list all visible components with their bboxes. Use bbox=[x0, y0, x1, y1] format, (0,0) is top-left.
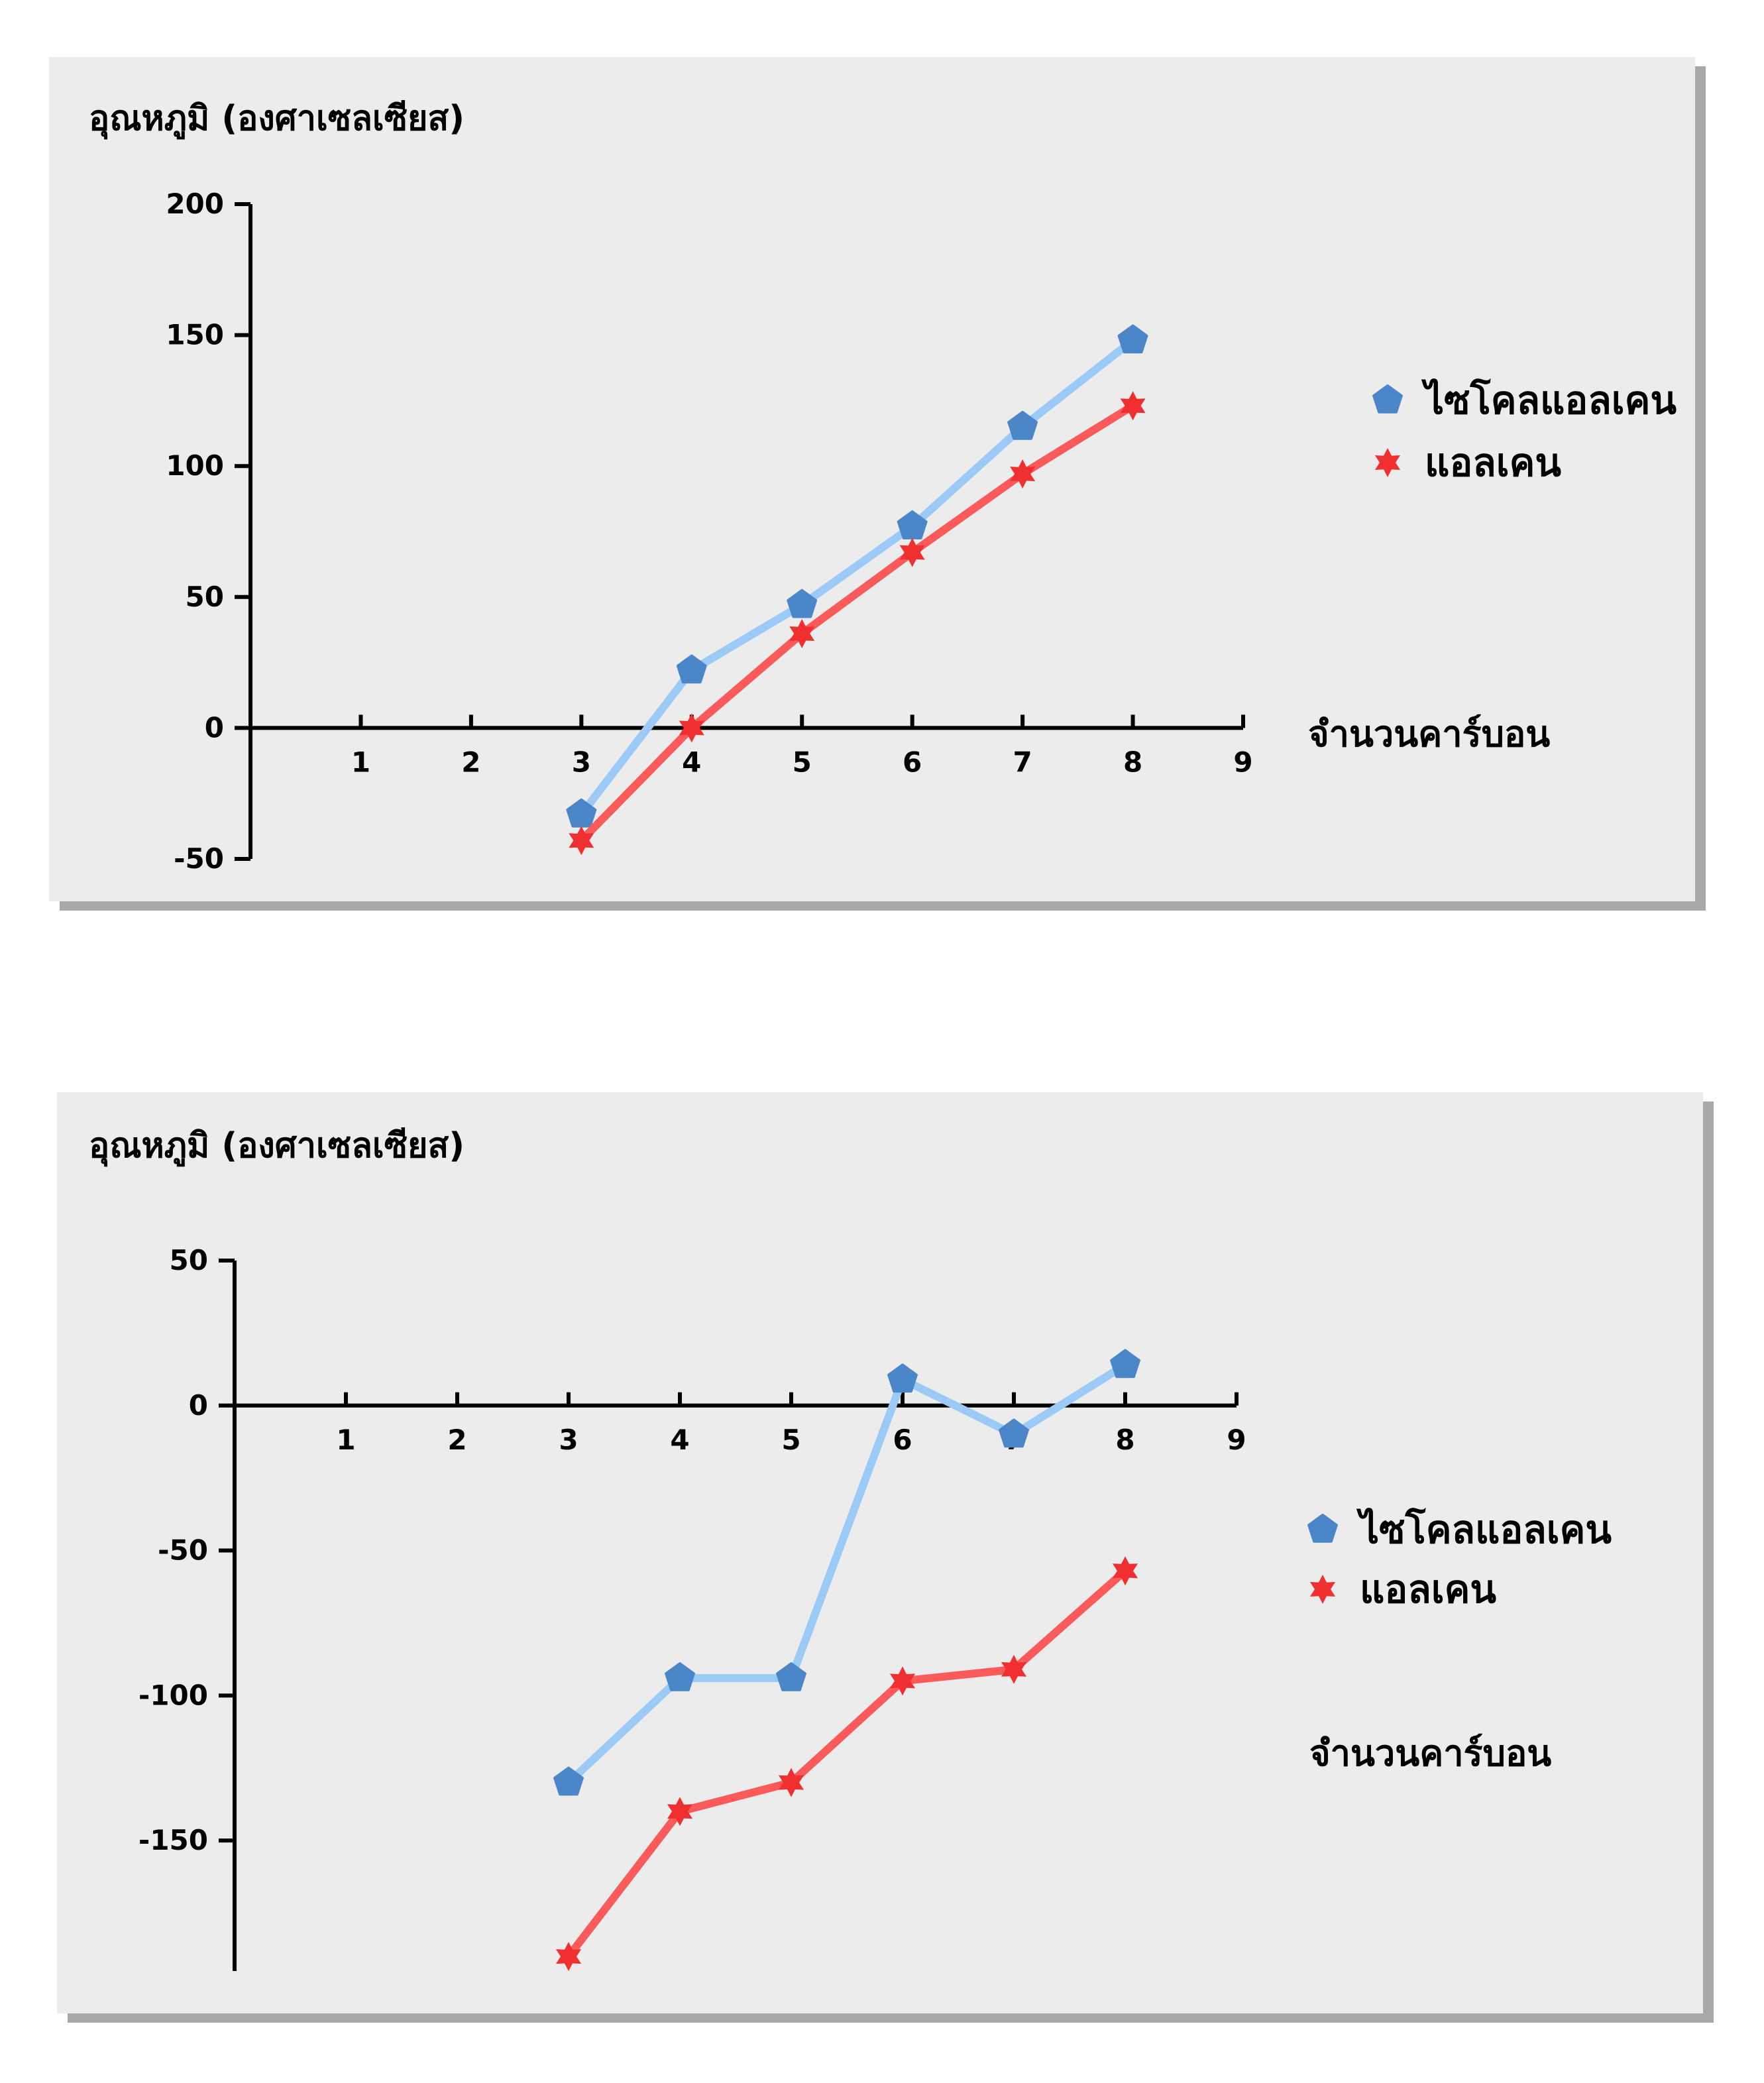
x-tick-label: 8 bbox=[1123, 746, 1142, 778]
series-line-0 bbox=[565, 1361, 1129, 1787]
data-point-star-icon bbox=[789, 619, 815, 649]
chart-1: อุณหภูมิ (องศาเซลเซียส) -50 0 50 100 150 200 1 2… bbox=[89, 99, 1677, 875]
y-tick-label: -150 bbox=[138, 1824, 208, 1856]
series-line-1 bbox=[577, 402, 1137, 845]
x-tick-label: 6 bbox=[893, 1424, 912, 1456]
legend-label: ไซโคลแอลเคน bbox=[1356, 1506, 1612, 1552]
data-point-star-icon bbox=[889, 1666, 916, 1696]
x-tick-label: 5 bbox=[781, 1424, 800, 1456]
data-point-star-icon bbox=[555, 1942, 582, 1972]
y-tick-label: 50 bbox=[186, 581, 224, 613]
series-line-1 bbox=[565, 1567, 1129, 1961]
y-tick-label: -50 bbox=[174, 842, 224, 875]
x-tick-label: 6 bbox=[903, 746, 922, 778]
x-tick-label: 9 bbox=[1227, 1424, 1246, 1456]
data-point-star-icon bbox=[569, 826, 594, 856]
x-tick-label: 4 bbox=[682, 746, 701, 778]
data-point-star-icon bbox=[679, 713, 704, 743]
data-point-pentagon-icon bbox=[1117, 324, 1148, 354]
x-axis-label: จำนวนคาร์บอน bbox=[1308, 713, 1550, 755]
x-tick-label: 9 bbox=[1233, 746, 1252, 778]
data-point-pentagon-icon bbox=[887, 1363, 918, 1393]
legend-pentagon-icon bbox=[1307, 1514, 1338, 1543]
y-axis-label: อุณหภูมิ (องศาเซลเซียส) bbox=[89, 1126, 465, 1167]
data-point-star-icon bbox=[1010, 459, 1036, 489]
data-point-pentagon-icon bbox=[1110, 1349, 1140, 1379]
chart-2: อุณหภูมิ (องศาเซลเซียส) -150 -100 -50 0 50 1 2 3… bbox=[89, 1126, 1612, 1972]
legend-star-icon bbox=[1309, 1575, 1336, 1604]
legend-label: ไซโคลแอลเคน bbox=[1421, 377, 1677, 423]
y-tick-label: 150 bbox=[166, 319, 224, 351]
x-tick-label: 3 bbox=[559, 1424, 578, 1456]
chart-panel-2: อุณหภูมิ (องศาเซลเซียส) -150 -100 -50 0 50 1 2 3… bbox=[57, 1092, 1703, 2013]
x-tick-label: 5 bbox=[793, 746, 812, 778]
data-point-pentagon-icon bbox=[676, 654, 707, 684]
data-point-pentagon-icon bbox=[999, 1418, 1029, 1448]
y-tick-label: -50 bbox=[158, 1534, 208, 1567]
legend-label: แอลเคน bbox=[1425, 440, 1561, 485]
x-tick-label: 4 bbox=[670, 1424, 689, 1456]
legend-star-icon bbox=[1374, 448, 1401, 477]
x-tick-label: 1 bbox=[351, 746, 370, 778]
data-point-star-icon bbox=[1112, 1556, 1138, 1586]
legend-pentagon-icon bbox=[1372, 384, 1403, 414]
data-point-star-icon bbox=[778, 1768, 804, 1797]
y-tick-label: 0 bbox=[189, 1389, 208, 1422]
x-tick-label: 7 bbox=[1013, 746, 1032, 778]
y-tick-label: 200 bbox=[166, 188, 224, 220]
data-point-star-icon bbox=[899, 537, 925, 567]
y-tick-label: 0 bbox=[205, 711, 224, 744]
series-line-0 bbox=[577, 336, 1137, 818]
x-tick-label: 8 bbox=[1115, 1424, 1134, 1456]
x-tick-label: 2 bbox=[461, 746, 480, 778]
data-point-pentagon-icon bbox=[1007, 410, 1038, 440]
y-tick-label: 50 bbox=[170, 1244, 208, 1276]
data-point-star-icon bbox=[1001, 1654, 1027, 1684]
x-tick-label: 3 bbox=[572, 746, 591, 778]
x-axis-label: จำนวนคาร์บอน bbox=[1309, 1732, 1551, 1774]
data-point-pentagon-icon bbox=[787, 589, 818, 618]
chart-panel-1: อุณหภูมิ (องศาเซลเซียส) -50 0 50 100 150 200 1 2… bbox=[49, 57, 1695, 901]
x-tick-label: 1 bbox=[336, 1424, 355, 1456]
data-point-pentagon-icon bbox=[665, 1662, 695, 1691]
y-tick-label: -100 bbox=[138, 1679, 208, 1711]
data-point-star-icon bbox=[1120, 391, 1146, 421]
data-point-pentagon-icon bbox=[776, 1662, 806, 1691]
data-point-pentagon-icon bbox=[553, 1766, 584, 1796]
y-axis-label: อุณหภูมิ (องศาเซลเซียส) bbox=[89, 99, 465, 140]
x-tick-label: 2 bbox=[447, 1424, 467, 1456]
y-tick-label: 100 bbox=[166, 449, 224, 482]
data-point-star-icon bbox=[667, 1797, 693, 1827]
legend-label: แอลเคน bbox=[1360, 1567, 1496, 1612]
